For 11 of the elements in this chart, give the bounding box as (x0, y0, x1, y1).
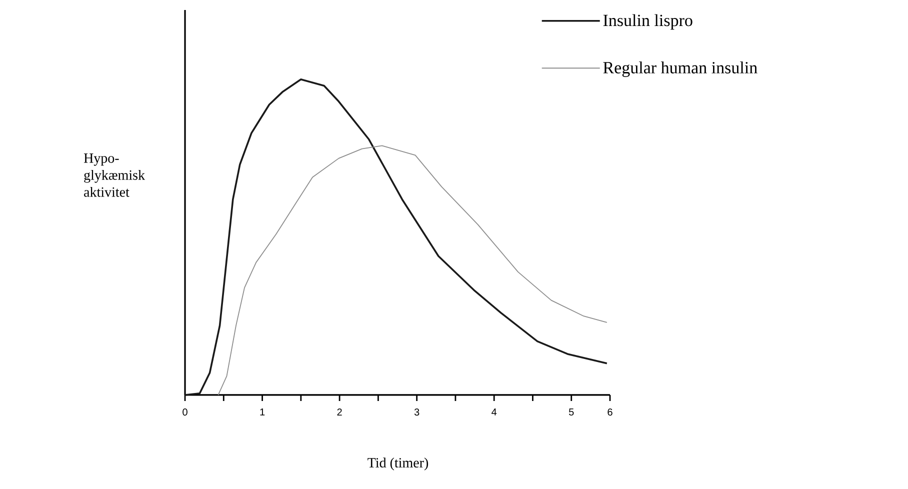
y-axis-title: Hypo-glykæmisk aktivitet (84, 154, 146, 197)
x-tick-label: 1 (260, 408, 265, 416)
legend-label: Regular human insulin (603, 61, 758, 77)
x-tick-label: 6 (608, 408, 612, 416)
x-tick-label: 4 (492, 408, 497, 416)
x-axis-title: Tid (timer) (368, 458, 428, 470)
x-tick-label: 0 (182, 408, 188, 416)
legend-label: Insulin lispro (603, 14, 692, 30)
x-tick-label: 2 (337, 408, 342, 416)
x-tick-label: 5 (568, 408, 574, 416)
x-tick-label: 3 (414, 408, 420, 416)
